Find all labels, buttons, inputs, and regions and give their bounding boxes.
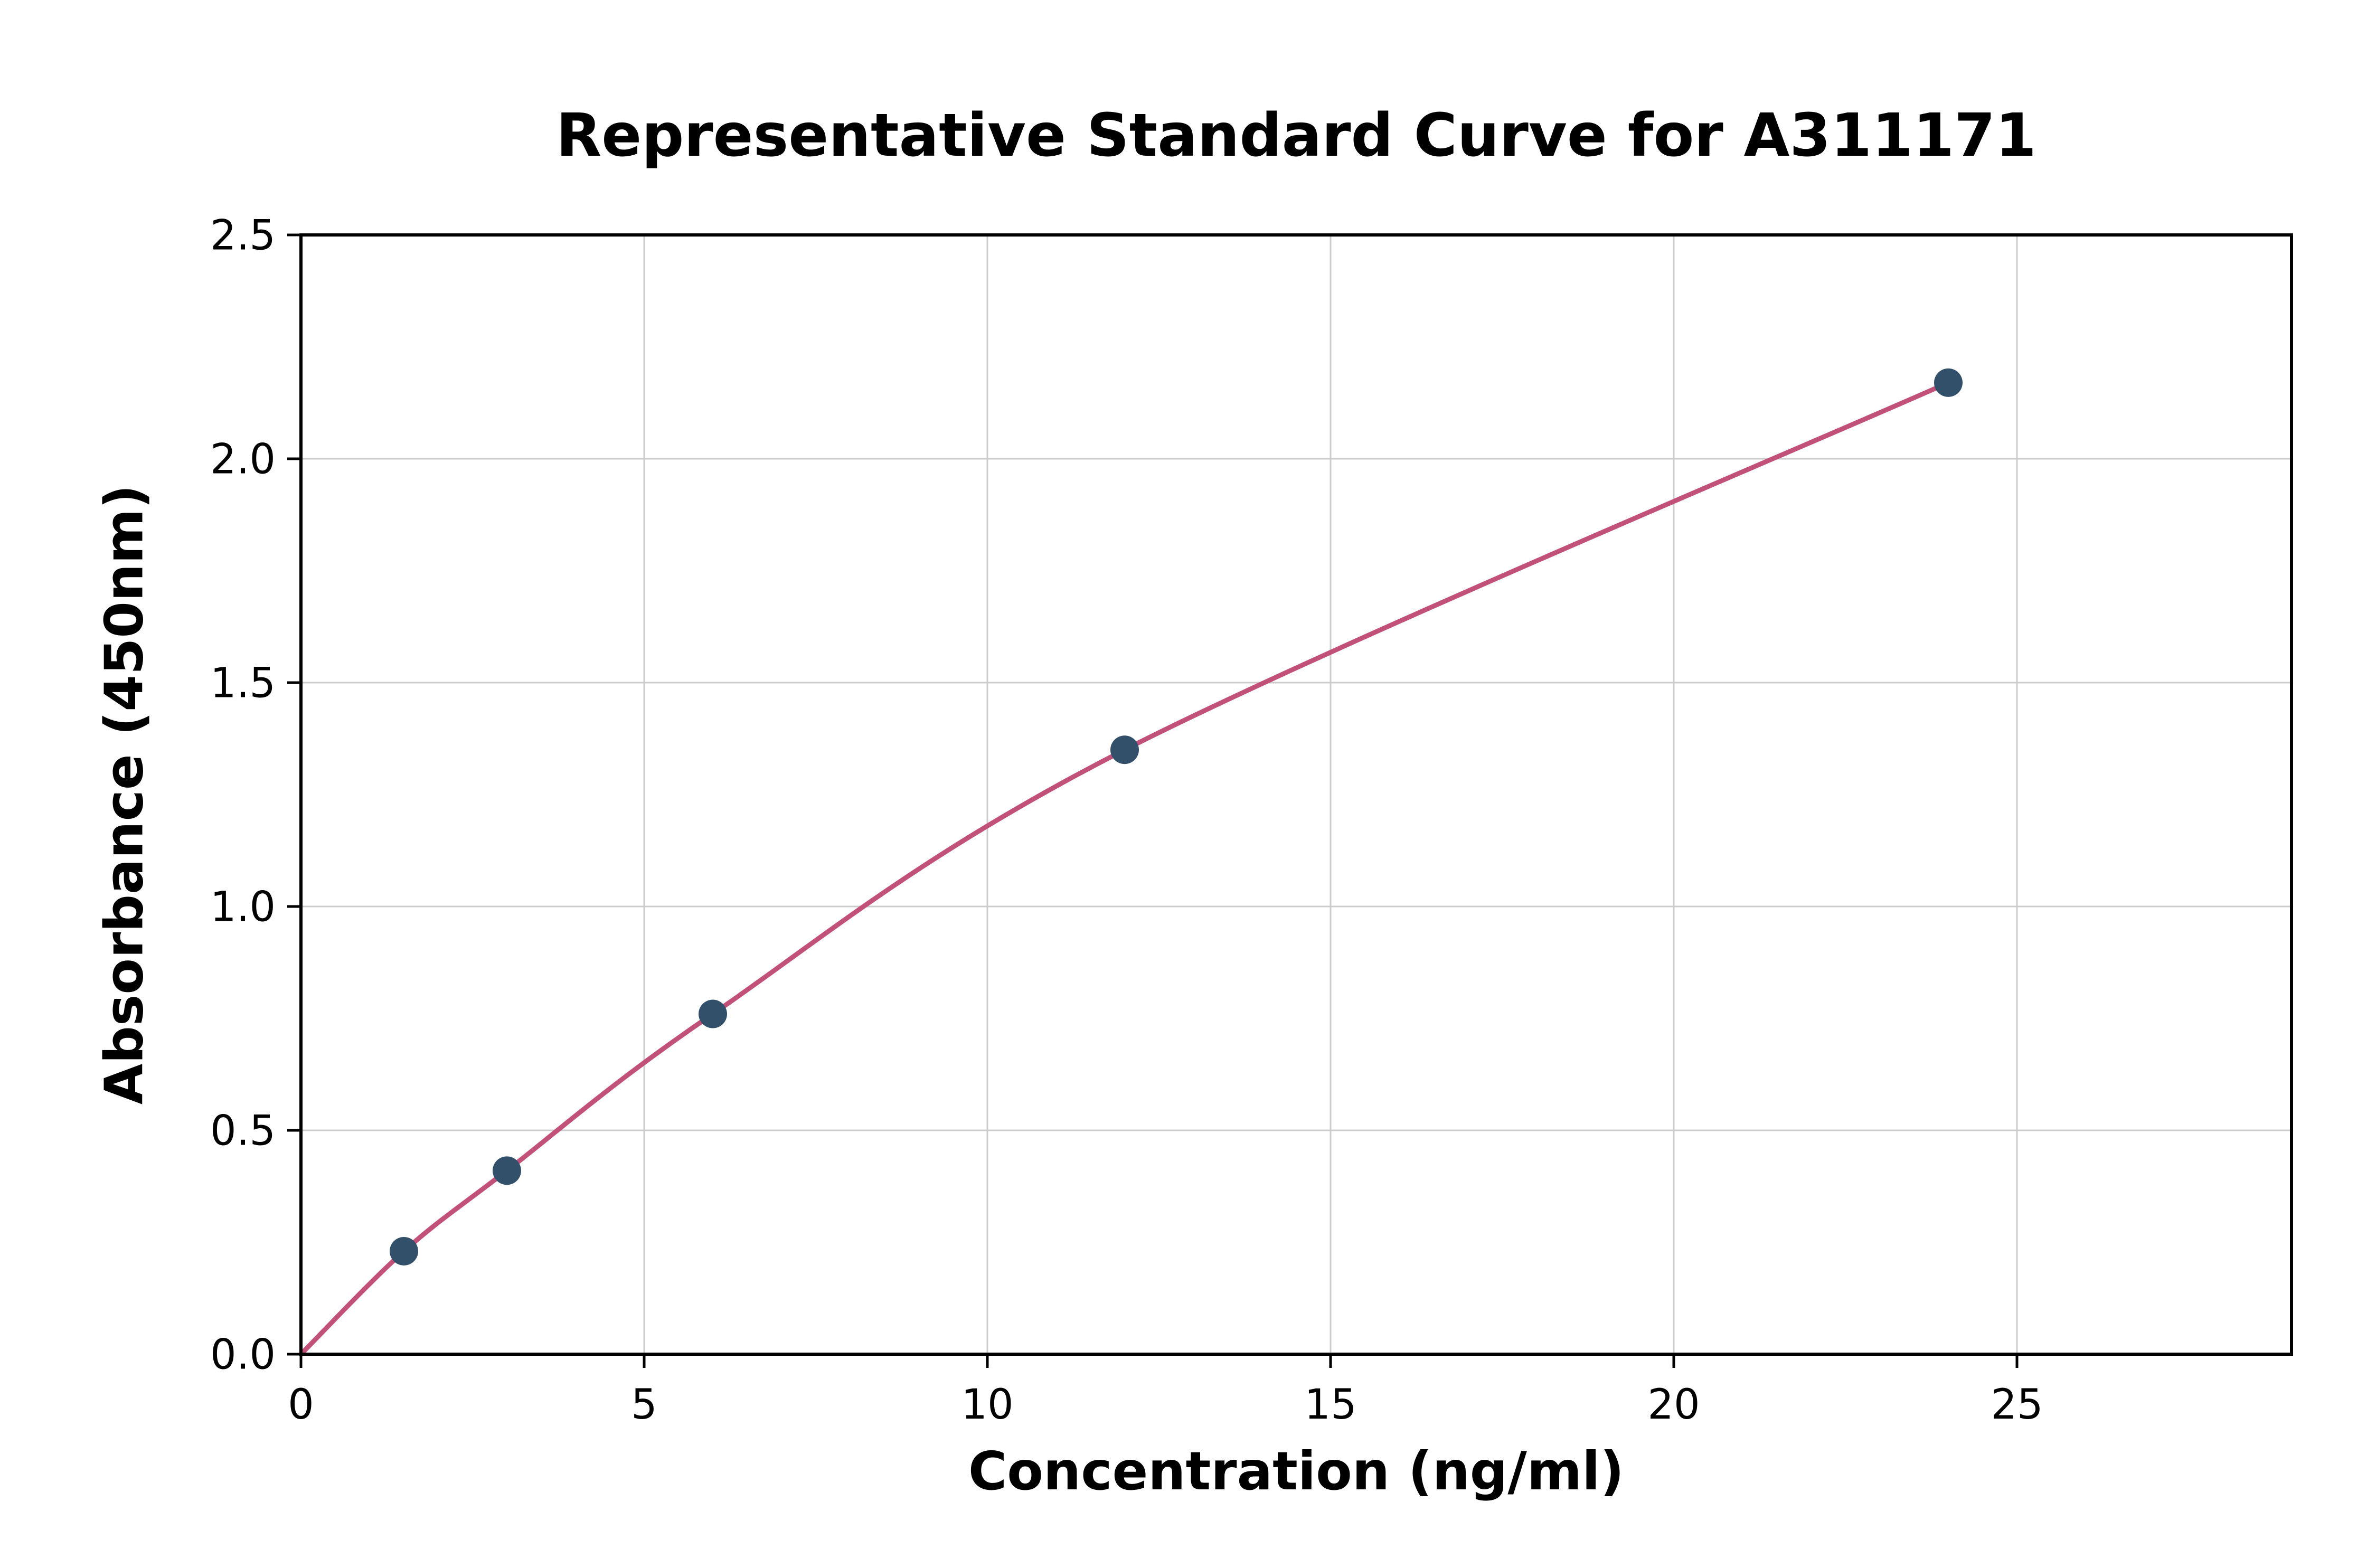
x-tick-label: 10 <box>961 1381 1013 1429</box>
y-tick-label: 2.5 <box>210 212 276 259</box>
y-tick-label: 2.0 <box>210 436 276 483</box>
plot-border <box>299 233 2293 1356</box>
x-axis-label: Concentration (ng/ml) <box>968 1440 1625 1502</box>
x-tick-label: 25 <box>1991 1381 2043 1429</box>
y-tick-label: 1.5 <box>210 659 276 707</box>
data-point <box>390 1236 418 1265</box>
x-tick-label: 5 <box>631 1381 657 1429</box>
data-point <box>1934 368 1963 397</box>
y-tick-label: 0.5 <box>210 1107 276 1155</box>
x-tick-label: 20 <box>1647 1381 1700 1429</box>
data-point <box>493 1156 521 1185</box>
standard-curve-line <box>298 380 1951 1357</box>
data-point <box>1110 735 1139 764</box>
chart-title: Representative Standard Curve for A31117… <box>556 101 2036 170</box>
x-tick-label: 0 <box>288 1381 314 1429</box>
y-tick-label: 0.0 <box>210 1331 276 1378</box>
data-point <box>699 999 727 1028</box>
y-tick-label: 1.0 <box>210 883 276 931</box>
x-tick-label: 15 <box>1304 1381 1356 1429</box>
